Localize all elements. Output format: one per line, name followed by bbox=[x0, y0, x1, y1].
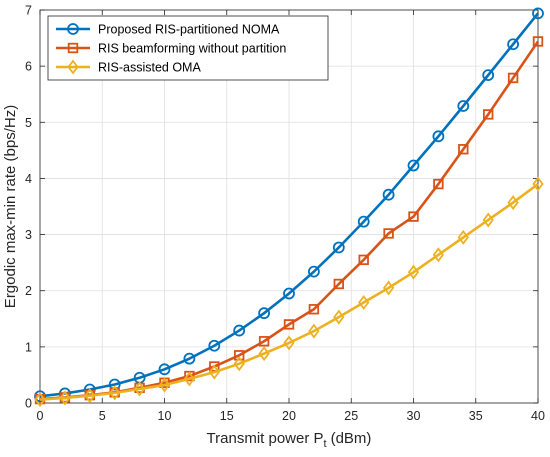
x-tick-label: 25 bbox=[344, 409, 358, 423]
series-3 bbox=[34, 176, 544, 408]
data-point-square bbox=[408, 211, 419, 222]
x-axis-label: Transmit power Pt (dBm) bbox=[207, 430, 372, 450]
x-tick-label: 15 bbox=[220, 409, 234, 423]
data-point-square bbox=[532, 36, 544, 47]
data-point-diamond bbox=[59, 390, 71, 406]
x-tick-label: 30 bbox=[407, 409, 421, 423]
y-tick-label: 5 bbox=[25, 116, 32, 130]
legend-item-1: Proposed RIS-partitioned NOMA bbox=[56, 23, 280, 37]
data-point-diamond bbox=[457, 229, 469, 245]
x-axis-label-main: Transmit power P bbox=[207, 430, 324, 447]
data-point-circle bbox=[233, 324, 246, 337]
data-point-diamond bbox=[382, 280, 395, 296]
data-point-circle bbox=[208, 339, 221, 352]
data-point-diamond bbox=[158, 377, 171, 393]
data-point-circle bbox=[407, 159, 420, 172]
data-point-square bbox=[333, 278, 345, 290]
y-tick-label: 3 bbox=[25, 228, 32, 242]
data-point-circle bbox=[432, 130, 445, 143]
x-tick-label: 5 bbox=[99, 409, 106, 423]
data-point-diamond bbox=[84, 388, 96, 404]
data-point-circle bbox=[183, 352, 196, 365]
legend-box bbox=[47, 15, 329, 81]
y-tick-label: 4 bbox=[25, 172, 32, 186]
x-tick-label: 20 bbox=[282, 409, 296, 423]
data-point-diamond bbox=[183, 371, 196, 387]
legend: Proposed RIS-partitioned NOMA RIS beamfor… bbox=[47, 15, 329, 81]
x-tick-label: 35 bbox=[469, 409, 483, 423]
legend-item-3: RIS-assisted OMA bbox=[56, 59, 201, 75]
y-tick-label: 1 bbox=[25, 340, 32, 354]
data-point-diamond bbox=[109, 385, 121, 401]
y-axis-label: Ergodic max-min rate (bps/Hz) bbox=[2, 105, 19, 308]
data-point-diamond bbox=[507, 195, 519, 211]
legend-marker bbox=[67, 59, 79, 75]
data-point-square bbox=[383, 228, 394, 239]
data-point-diamond bbox=[133, 381, 146, 397]
data-point-square bbox=[283, 319, 295, 330]
y-tick-label: 6 bbox=[25, 60, 32, 74]
data-point-diamond bbox=[333, 309, 345, 325]
data-point-circle bbox=[158, 363, 171, 376]
data-point-circle bbox=[108, 378, 121, 391]
data-point-square bbox=[308, 304, 320, 315]
x-axis-label-subscript: t bbox=[324, 438, 327, 450]
data-point-square bbox=[258, 336, 270, 347]
data-point-diamond bbox=[208, 364, 220, 380]
data-point-diamond bbox=[233, 356, 245, 372]
legend-marker bbox=[67, 42, 79, 54]
axis-ticks: 0 5 10 15 20 25 30 35 40 0 1 2 3 4 5 6 7 bbox=[25, 4, 545, 424]
data-point-diamond bbox=[258, 346, 270, 362]
series-layer bbox=[34, 7, 544, 408]
data-point-diamond bbox=[407, 264, 420, 280]
data-point-circle bbox=[382, 188, 395, 201]
data-point-square bbox=[507, 72, 519, 84]
data-point-diamond bbox=[34, 392, 46, 408]
x-axis-label-unit: (dBm) bbox=[331, 430, 372, 447]
data-point-circle bbox=[457, 100, 470, 112]
data-point-circle bbox=[307, 265, 320, 278]
data-point-diamond bbox=[358, 295, 370, 311]
data-point-circle bbox=[532, 7, 544, 20]
data-point-circle bbox=[482, 69, 495, 82]
data-point-square bbox=[433, 178, 444, 190]
x-tick-label: 40 bbox=[531, 409, 545, 423]
data-point-diamond bbox=[283, 335, 295, 351]
y-tick-label: 7 bbox=[25, 4, 32, 18]
series-line bbox=[39, 12, 540, 398]
data-point-circle bbox=[357, 215, 370, 228]
data-point-square bbox=[233, 350, 245, 361]
data-point-diamond bbox=[532, 176, 544, 192]
y-tick-label: 2 bbox=[25, 284, 32, 298]
data-point-diamond bbox=[308, 323, 320, 339]
legend-label: Proposed RIS-partitioned NOMA bbox=[98, 23, 280, 37]
data-point-circle bbox=[507, 38, 519, 51]
data-point-circle bbox=[332, 241, 345, 254]
data-point-square bbox=[458, 144, 469, 155]
data-point-circle bbox=[258, 307, 271, 320]
x-tick-label: 10 bbox=[158, 409, 172, 423]
y-tick-label: 0 bbox=[25, 397, 32, 411]
data-point-diamond bbox=[482, 212, 494, 228]
legend-label: RIS beamforming without partition bbox=[98, 42, 286, 56]
data-point-square bbox=[358, 254, 369, 266]
data-point-square bbox=[482, 109, 494, 120]
series-1 bbox=[34, 7, 544, 403]
legend-label: RIS-assisted OMA bbox=[98, 61, 201, 75]
x-tick-label: 0 bbox=[37, 409, 44, 423]
data-point-circle bbox=[283, 287, 295, 300]
data-point-diamond bbox=[432, 247, 445, 263]
legend-marker bbox=[67, 23, 79, 35]
series-line bbox=[39, 182, 539, 401]
legend-item-2: RIS beamforming without partition bbox=[56, 42, 286, 56]
